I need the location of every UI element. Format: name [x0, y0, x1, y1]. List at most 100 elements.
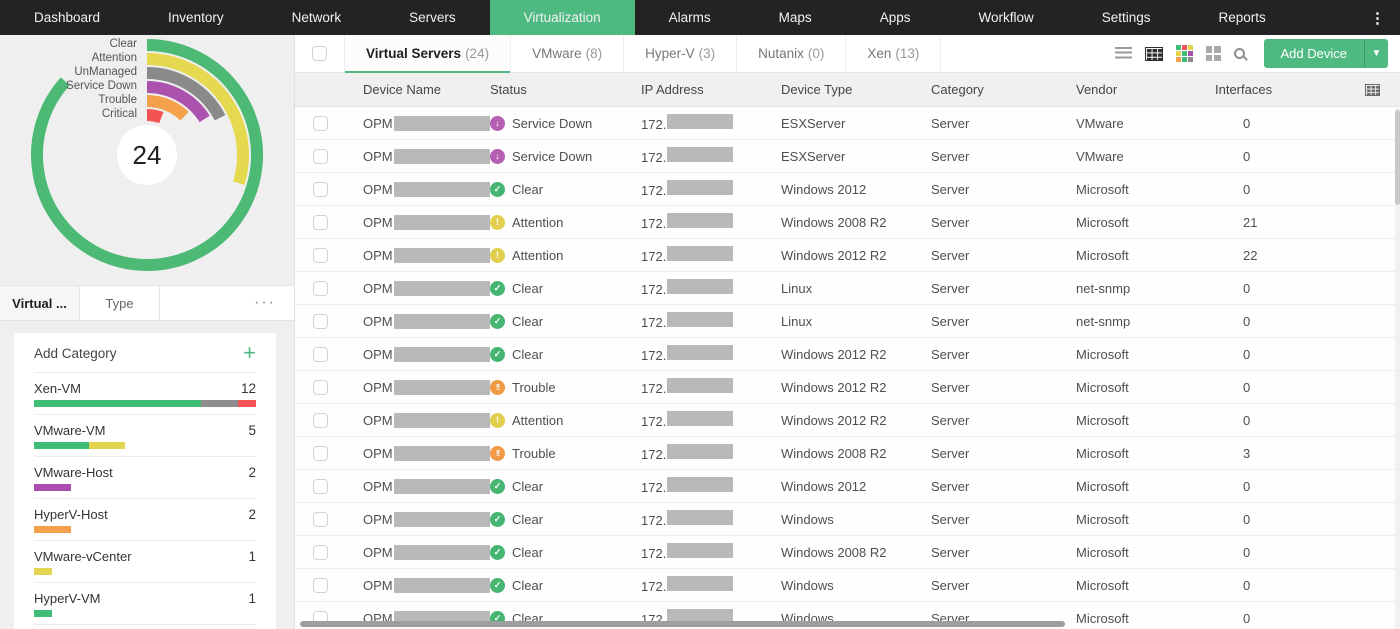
col-interfaces[interactable]: Interfaces [1215, 82, 1273, 97]
table-row[interactable]: OPM!! Trouble 172. Windows 2008 R2 Server Mic… [295, 437, 1400, 470]
col-vendor[interactable]: Vendor [1076, 82, 1118, 97]
device-name[interactable]: OPM [345, 544, 490, 560]
add-device-button[interactable]: Add Device ▼ [1263, 39, 1388, 68]
col-device-name[interactable]: Device Name [363, 82, 442, 97]
nav-item-settings[interactable]: Settings [1101, 10, 1151, 25]
gauge-arc-critical[interactable] [146, 109, 164, 124]
row-checkbox[interactable] [312, 346, 328, 362]
gauge-arc-service-down[interactable] [146, 81, 210, 123]
nav-item-alarms[interactable]: Alarms [668, 10, 711, 25]
row-checkbox[interactable] [312, 247, 328, 263]
row-checkbox[interactable] [312, 445, 328, 461]
gauge-arc-attention[interactable] [146, 53, 249, 185]
row-checkbox[interactable] [312, 412, 328, 428]
nav-overflow-icon[interactable]: ⋮ [1370, 9, 1386, 27]
device-tab-vmware[interactable]: VMware (8) [511, 35, 625, 72]
row-checkbox[interactable] [312, 214, 328, 230]
heatmap-view-icon[interactable] [1175, 45, 1193, 62]
row-checkbox[interactable] [312, 280, 328, 296]
device-name[interactable]: OPM [345, 577, 490, 593]
more-options-icon[interactable]: ··· [254, 294, 276, 311]
table-row[interactable]: OPM ✓ Clear 172. Windows Server Microsoft 0 [295, 569, 1400, 602]
table-row[interactable]: OPM ✓ Clear 172. Windows 2012 Server Microsoft… [295, 470, 1400, 503]
row-checkbox[interactable] [312, 577, 328, 593]
device-name[interactable]: OPM [345, 280, 490, 296]
device-tab-virtual-servers[interactable]: Virtual Servers (24) [345, 35, 512, 73]
category-item[interactable]: VMware-Host 2 [34, 456, 256, 498]
table-row[interactable]: OPM! Attention 172. Windows 2012 R2 Server Mi… [295, 239, 1400, 272]
table-row[interactable]: OPM ✓ Clear 172. Linux Server net-snmp 0 [295, 272, 1400, 305]
row-checkbox[interactable] [312, 313, 328, 329]
select-all-checkbox[interactable] [312, 46, 327, 61]
row-checkbox[interactable] [312, 478, 328, 494]
table-row[interactable]: OPM ✓ Clear 172. Linux Server net-snmp 0 [295, 305, 1400, 338]
category-item[interactable]: Xen-VM 12 [34, 372, 256, 414]
add-device-caret-icon[interactable]: ▼ [1364, 39, 1388, 68]
row-checkbox[interactable] [312, 181, 328, 197]
device-name[interactable]: OPM [345, 412, 490, 428]
row-checkbox[interactable] [312, 379, 328, 395]
device-tab-xen[interactable]: Xen (13) [846, 35, 942, 72]
device-tab-nutanix[interactable]: Nutanix (0) [737, 35, 847, 72]
table-row[interactable]: OPM ✓ Clear 172. Windows Server Microsoft 0 [295, 503, 1400, 536]
nav-item-dashboard[interactable]: Dashboard [34, 10, 101, 25]
device-name[interactable]: OPM [345, 181, 490, 197]
device-name[interactable]: OPM [345, 511, 490, 527]
category-item[interactable]: VMware-VM 5 [34, 414, 256, 456]
device-name[interactable]: OPM [345, 445, 490, 461]
gauge-arc-trouble[interactable] [146, 95, 189, 121]
table-row[interactable]: OPM ↓ Service Down 172. ESXServer Server VMwar… [295, 107, 1400, 140]
category-item[interactable]: HyperV-Host 2 [34, 498, 256, 540]
category-item[interactable]: Xen-Host1 [34, 624, 256, 629]
category-item[interactable]: VMware-vCenter 1 [34, 540, 256, 582]
vendor: Microsoft [1076, 610, 1129, 626]
nav-item-servers[interactable]: Servers [409, 10, 456, 25]
nav-item-reports[interactable]: Reports [1218, 10, 1266, 25]
nav-item-apps[interactable]: Apps [879, 10, 911, 25]
device-name[interactable]: OPM [345, 313, 490, 329]
table-view-icon[interactable] [1144, 46, 1163, 61]
nav-item-maps[interactable]: Maps [778, 10, 812, 25]
device-name[interactable]: OPM [345, 115, 490, 131]
nav-item-network[interactable]: Network [291, 10, 342, 25]
category-count: 5 [248, 423, 256, 438]
col-category[interactable]: Category [931, 82, 984, 97]
nav-item-inventory[interactable]: Inventory [168, 10, 224, 25]
device-name[interactable]: OPM [345, 247, 490, 263]
add-category-plus-icon[interactable]: + [243, 340, 256, 365]
list-view-icon[interactable] [1114, 47, 1132, 60]
gauge-legend-critical: Critical [101, 108, 137, 120]
tab-type[interactable]: Type [80, 286, 160, 320]
nav-item-workflow[interactable]: Workflow [978, 10, 1034, 25]
table-row[interactable]: OPM!! Trouble 172. Windows 2012 R2 Server Mic… [295, 371, 1400, 404]
table-row[interactable]: OPM ✓ Clear 172. Windows 2012 R2 Server Micros… [295, 338, 1400, 371]
search-icon[interactable] [1233, 48, 1245, 59]
table-row[interactable]: OPM! Attention 172. Windows 2012 R2 Server Mi… [295, 404, 1400, 437]
device-name[interactable]: OPM [345, 379, 490, 395]
device-tab-hyper-v[interactable]: Hyper-V (3) [624, 35, 738, 72]
category-item[interactable]: HyperV-VM 1 [34, 582, 256, 624]
tab-virtual[interactable]: Virtual ... [0, 286, 80, 320]
row-checkbox[interactable] [312, 511, 328, 527]
column-settings-icon[interactable] [1365, 83, 1380, 96]
col-device-type[interactable]: Device Type [781, 82, 853, 97]
device-name[interactable]: OPM [345, 346, 490, 362]
col-status[interactable]: Status [490, 82, 527, 97]
table-row[interactable]: OPM ✓ Clear 172. Windows 2012 Server Microsoft… [295, 173, 1400, 206]
row-checkbox[interactable] [312, 148, 328, 164]
table-row[interactable]: OPM! Attention 172. Windows 2008 R2 Server Mi… [295, 206, 1400, 239]
device-name[interactable]: OPM [345, 478, 490, 494]
nav-item-virtualization[interactable]: Virtualization [489, 0, 635, 35]
row-checkbox[interactable] [312, 115, 328, 131]
table-row[interactable]: OPM ↓ Service Down 172. ESXServer Server VMwar… [295, 140, 1400, 173]
device-name[interactable]: OPM [345, 214, 490, 230]
device-name[interactable]: OPM [345, 148, 490, 164]
table-row[interactable]: OPM ✓ Clear 172. Windows 2008 R2 Server Micros… [295, 536, 1400, 569]
row-checkbox[interactable] [312, 544, 328, 560]
vertical-scrollbar[interactable] [1395, 108, 1400, 629]
col-ip-address[interactable]: IP Address [641, 82, 704, 97]
gauge-arc-unmanaged[interactable] [146, 67, 226, 121]
widget-view-icon[interactable] [1205, 46, 1221, 61]
gauge-arc-clear[interactable] [31, 39, 263, 271]
horizontal-scrollbar[interactable] [300, 621, 1065, 627]
